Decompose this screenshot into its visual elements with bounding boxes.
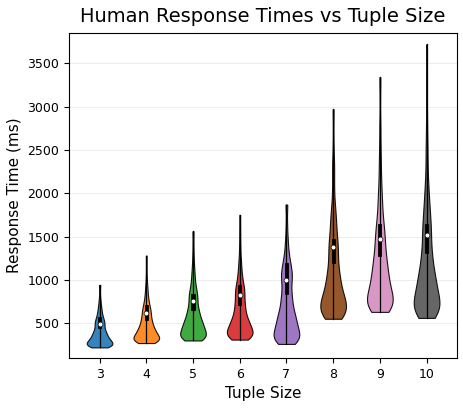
Y-axis label: Response Time (ms): Response Time (ms) [7, 118, 22, 273]
X-axis label: Tuple Size: Tuple Size [225, 386, 300, 401]
Title: Human Response Times vs Tuple Size: Human Response Times vs Tuple Size [80, 7, 445, 26]
Bar [98, 317, 101, 328]
Bar [331, 239, 334, 262]
Bar [238, 285, 241, 305]
Bar [144, 305, 148, 320]
Bar [284, 262, 288, 294]
Bar [424, 224, 427, 253]
Bar [191, 294, 194, 310]
Bar [377, 224, 381, 257]
